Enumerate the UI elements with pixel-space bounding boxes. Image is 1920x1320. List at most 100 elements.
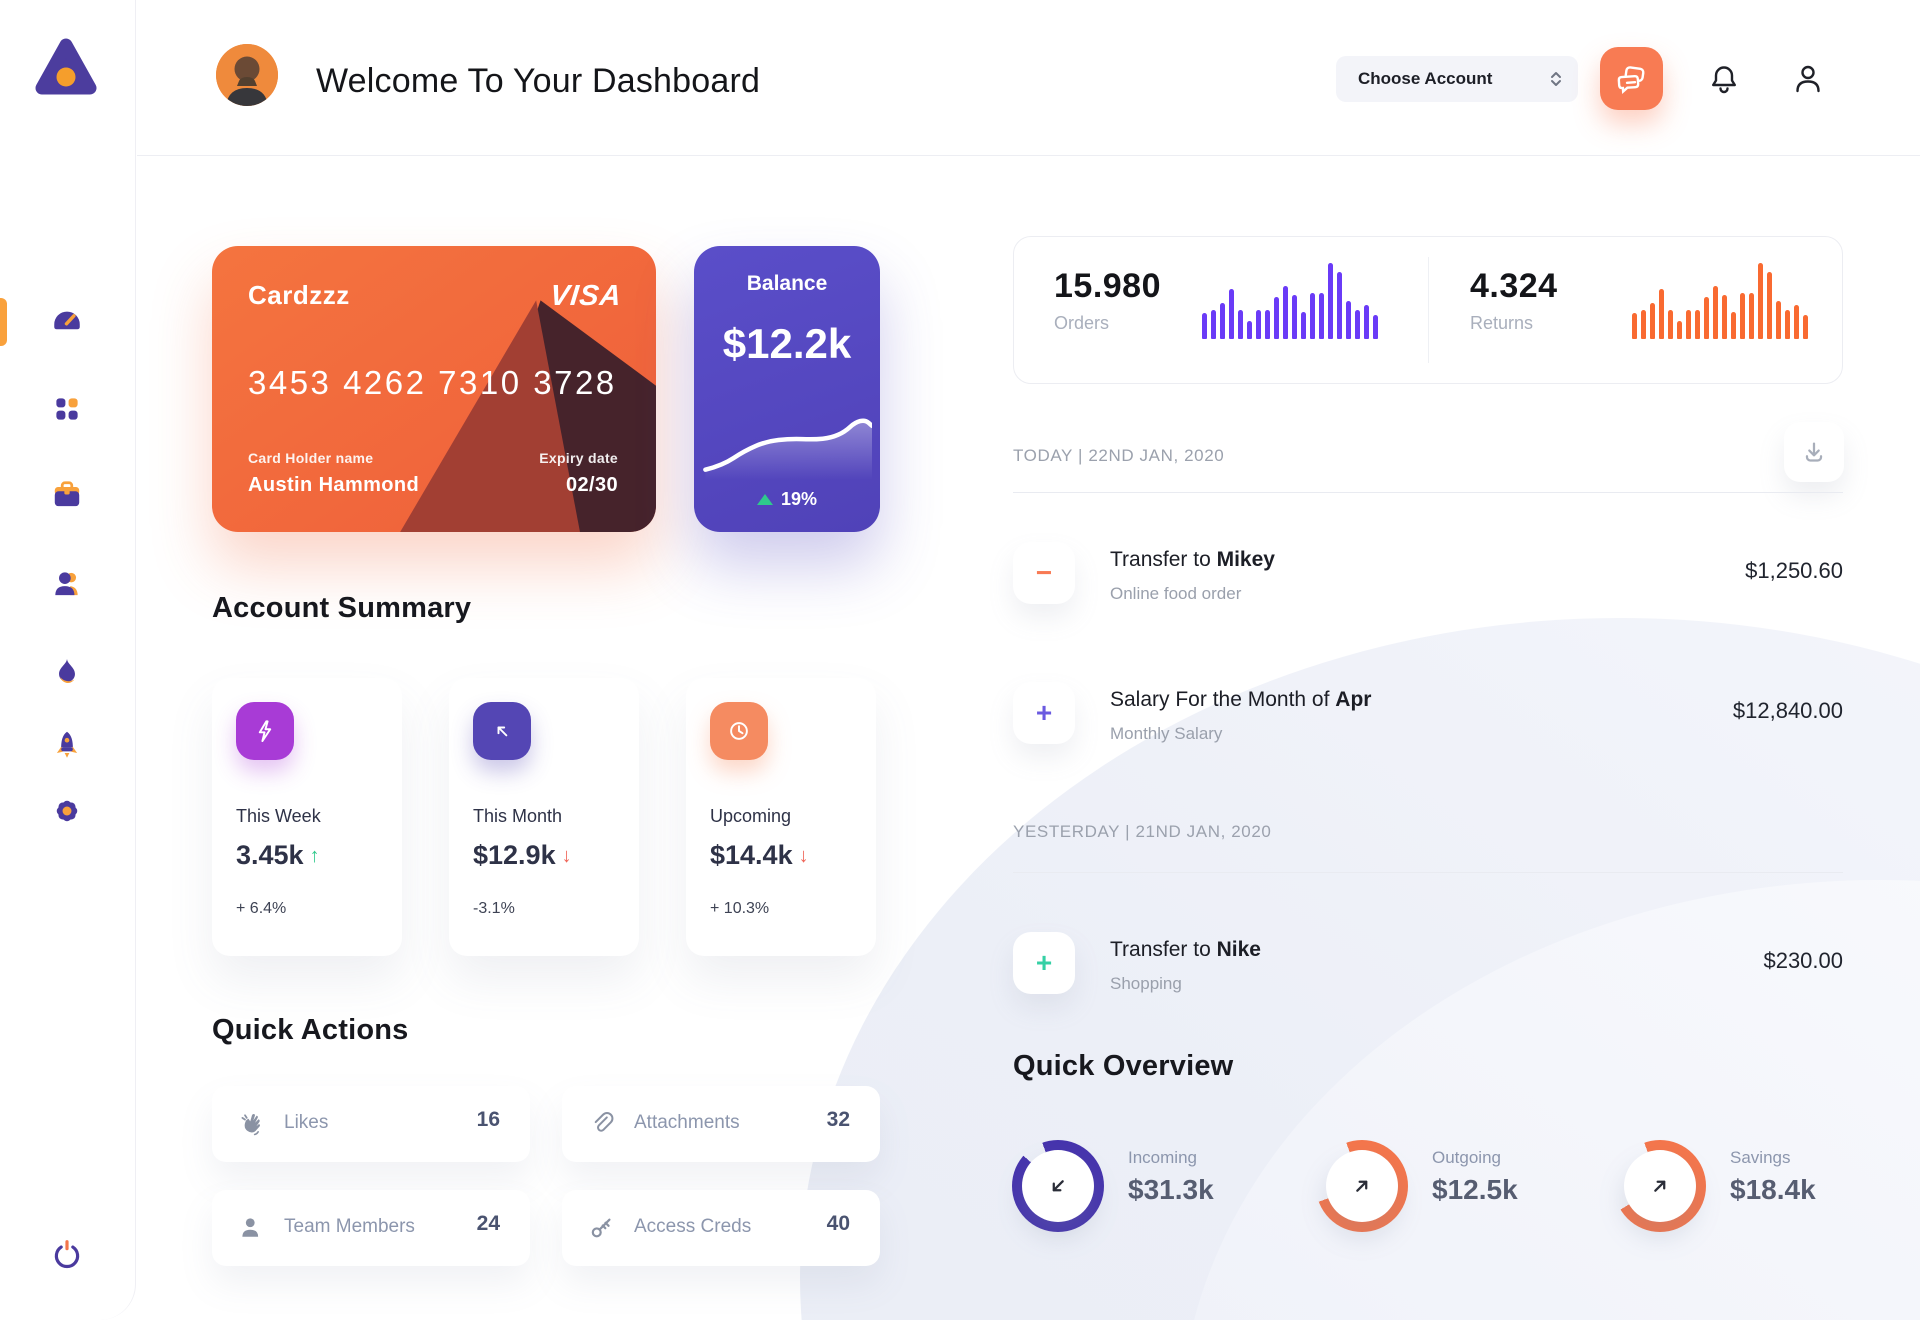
balance-change: 19% [694,489,880,510]
returns-bar-chart [1632,263,1808,339]
returns-label: Returns [1470,313,1534,333]
savings-label: Savings [1730,1148,1791,1167]
quick-action-count: 40 [826,1212,850,1235]
briefcase-icon [54,481,80,507]
transaction-row-nike[interactable]: + Transfer to Nike Shopping $230.00 [1013,932,1843,994]
incoming-value: $31.3k [1128,1174,1214,1205]
balance-value: $12.2k [722,320,852,367]
quick-action-attachments[interactable]: Attachments 32 [562,1086,880,1162]
transaction-title: Transfer to Mikey [1110,548,1275,571]
balance-label: Balance [746,272,828,295]
user-icon [55,572,78,596]
transaction-subtitle: Shopping [1110,974,1182,993]
rocket-icon [56,731,78,758]
quick-action-label: Likes [284,1112,329,1133]
summary-value: $12.9k ↓ [473,840,572,870]
transaction-amount: $1,250.60 [1745,558,1843,583]
incoming-donut [1012,1140,1104,1232]
quick-action-label: Attachments [634,1112,740,1133]
card-expiry-date: 02/30 [565,474,618,496]
minus-icon: − [1013,542,1075,604]
logout-power-button[interactable] [50,1238,84,1272]
summary-delta: + 10.3% [710,900,770,917]
avatar-photo [216,44,278,106]
returns-value: 4.324 [1470,267,1558,305]
up-arrow: ↑ [309,845,320,867]
choose-account-label: Choose Account [1358,69,1493,88]
savings-donut [1614,1140,1706,1232]
stats-divider [1428,257,1429,363]
download-icon [1805,442,1823,462]
header-divider [137,155,1920,156]
sidebar-item-dashboard[interactable] [50,302,84,336]
chevron-up-down-icon [1551,72,1561,86]
account-summary-heading: Account Summary [212,592,472,624]
app-logo[interactable] [34,34,98,98]
active-nav-indicator [0,298,7,346]
card-holder-name: Austin Hammond [248,474,420,496]
member-icon [242,1218,259,1237]
sidebar [0,0,136,1320]
summary-card-this-month: This Month $12.9k ↓ -3.1% [449,678,639,956]
orders-label: Orders [1054,313,1110,333]
quick-action-count: 32 [826,1108,850,1131]
plus-icon: + [1013,682,1075,744]
sidebar-item-portfolio[interactable] [50,478,84,512]
flame-icon [59,657,75,683]
arrow-up-left-icon [473,702,531,760]
clap-icon [241,1113,260,1136]
orders-bar-chart [1202,263,1378,339]
sidebar-item-launch[interactable] [50,728,84,762]
quick-action-count: 24 [476,1212,500,1235]
visa-logo: VISA [548,280,624,312]
credit-card[interactable]: Cardzzz VISA 3453 4262 7310 3728 Card Ho… [212,246,656,532]
person-icon [1796,65,1820,93]
summary-label: Upcoming [710,806,792,826]
orders-value: 15.980 [1054,267,1161,305]
card-name: Cardzzz [248,280,350,310]
sidebar-item-team[interactable] [50,567,84,601]
arrow-up-right-icon [1624,1150,1696,1222]
quick-action-label: Team Members [284,1216,415,1237]
outgoing-value: $12.5k [1432,1174,1518,1205]
messages-button[interactable] [1600,47,1663,110]
balance-card[interactable]: Balance $12.2k 19% [694,246,880,532]
gear-icon [56,800,78,822]
card-number: 3453 4262 7310 3728 [248,364,617,401]
quick-overview-heading: Quick Overview [1013,1050,1234,1082]
quick-action-team-members[interactable]: Team Members 24 [212,1190,530,1266]
today-divider [1013,492,1843,493]
savings-value: $18.4k [1730,1174,1816,1205]
summary-delta: + 6.4% [236,900,287,917]
quick-action-likes[interactable]: Likes 16 [212,1086,530,1162]
yesterday-divider [1013,872,1843,873]
summary-card-upcoming: Upcoming $14.4k ↓ + 10.3% [686,678,876,956]
transaction-amount: $12,840.00 [1732,698,1843,723]
summary-label: This Month [473,806,563,826]
transaction-title: Transfer to Nike [1110,938,1261,961]
sidebar-item-trending[interactable] [50,654,84,688]
download-button[interactable] [1784,422,1844,482]
bell-icon [1712,66,1736,94]
sidebar-item-settings[interactable] [50,794,84,828]
key-icon [591,1218,611,1238]
card-expiry-label: Expiry date [539,450,618,466]
transaction-row-salary[interactable]: + Salary For the Month of Apr Monthly Sa… [1013,682,1843,744]
quick-action-access-creds[interactable]: Access Creds 40 [562,1190,880,1266]
quick-actions-heading: Quick Actions [212,1014,409,1046]
summary-label: This Week [236,806,321,826]
down-arrow: ↓ [798,845,809,867]
notifications-button[interactable] [1706,61,1742,97]
paperclip-icon [594,1112,614,1132]
gauge-icon [54,311,80,330]
user-avatar[interactable] [216,44,278,106]
profile-button[interactable] [1790,61,1826,97]
transaction-row-mikey[interactable]: − Transfer to Mikey Online food order $1… [1013,542,1843,604]
sidebar-item-apps[interactable] [50,392,84,426]
clock-icon [710,702,768,760]
choose-account-select[interactable]: Choose Account [1336,56,1578,102]
down-arrow: ↓ [561,845,572,867]
summary-value: 3.45k ↑ [236,840,320,870]
quick-action-count: 16 [476,1108,500,1131]
